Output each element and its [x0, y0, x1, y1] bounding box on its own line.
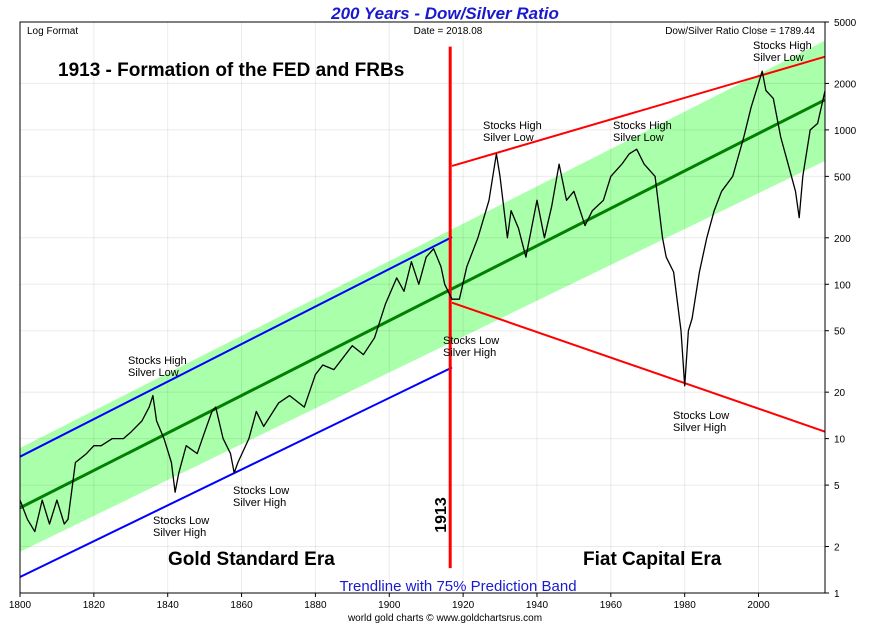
x-tick-label: 1940 — [526, 600, 549, 611]
annotation: 1913 — [433, 497, 450, 533]
annotation: Stocks High — [753, 40, 812, 52]
x-tick-label: 1920 — [452, 600, 475, 611]
footer: world gold charts © www.goldchartsrus.co… — [347, 613, 542, 624]
reference-line — [19, 236, 453, 458]
y-tick-label: 5000 — [834, 18, 857, 29]
x-tick-label: 1800 — [9, 600, 32, 611]
y-tick-label: 500 — [834, 172, 851, 183]
y-tick-label: 1000 — [834, 126, 857, 137]
annotation: Silver Low — [483, 132, 534, 144]
x-tick-label: 1840 — [157, 600, 180, 611]
annotation: Stocks High — [128, 355, 187, 367]
reference-line — [451, 301, 826, 433]
annotation: Silver Low — [753, 52, 804, 64]
annotation: Trendline with 75% Prediction Band — [339, 578, 576, 595]
header-center: Date = 2018.08 — [414, 26, 483, 37]
annotation: Stocks High — [613, 120, 672, 132]
y-tick-label: 50 — [834, 327, 846, 338]
annotation: Silver Low — [613, 132, 664, 144]
annotation: Silver High — [443, 347, 496, 359]
reference-line — [19, 98, 826, 510]
annotation: Silver High — [673, 422, 726, 434]
annotation: Stocks Low — [443, 335, 499, 347]
annotation: Silver High — [233, 497, 286, 509]
y-tick-label: 200 — [834, 234, 851, 245]
annotation: Stocks Low — [233, 485, 289, 497]
annotation: Gold Standard Era — [168, 549, 335, 570]
x-tick-label: 1980 — [674, 600, 697, 611]
chart-title: 200 Years - Dow/Silver Ratio — [330, 4, 559, 23]
y-tick-label: 10 — [834, 435, 846, 446]
x-tick-label: 1960 — [600, 600, 623, 611]
annotation: Silver High — [153, 527, 206, 539]
x-tick-label: 1860 — [230, 600, 253, 611]
annotation: Stocks Low — [673, 410, 729, 422]
plot-frame — [19, 21, 826, 594]
x-tick-label: 1900 — [378, 600, 401, 611]
x-tick-label: 1880 — [304, 600, 327, 611]
header-right: Dow/Silver Ratio Close = 1789.44 — [665, 26, 815, 37]
y-tick-label: 20 — [834, 388, 846, 399]
prediction-band — [20, 40, 825, 552]
annotation: Stocks High — [483, 120, 542, 132]
data-line — [19, 70, 826, 533]
header-left: Log Format — [27, 26, 78, 37]
y-tick-label: 2 — [834, 543, 840, 554]
x-tick-label: 1820 — [83, 600, 106, 611]
annotation: 1913 - Formation of the FED and FRBs — [58, 60, 404, 81]
annotation: Fiat Capital Era — [583, 549, 722, 570]
y-tick-label: 5 — [834, 481, 840, 492]
y-tick-label: 1 — [834, 589, 840, 600]
annotation: Silver Low — [128, 367, 179, 379]
x-tick-label: 2000 — [747, 600, 770, 611]
y-tick-label: 2000 — [834, 79, 857, 90]
annotation: Stocks Low — [153, 515, 209, 527]
y-tick-label: 100 — [834, 280, 851, 291]
reference-line — [19, 366, 453, 578]
